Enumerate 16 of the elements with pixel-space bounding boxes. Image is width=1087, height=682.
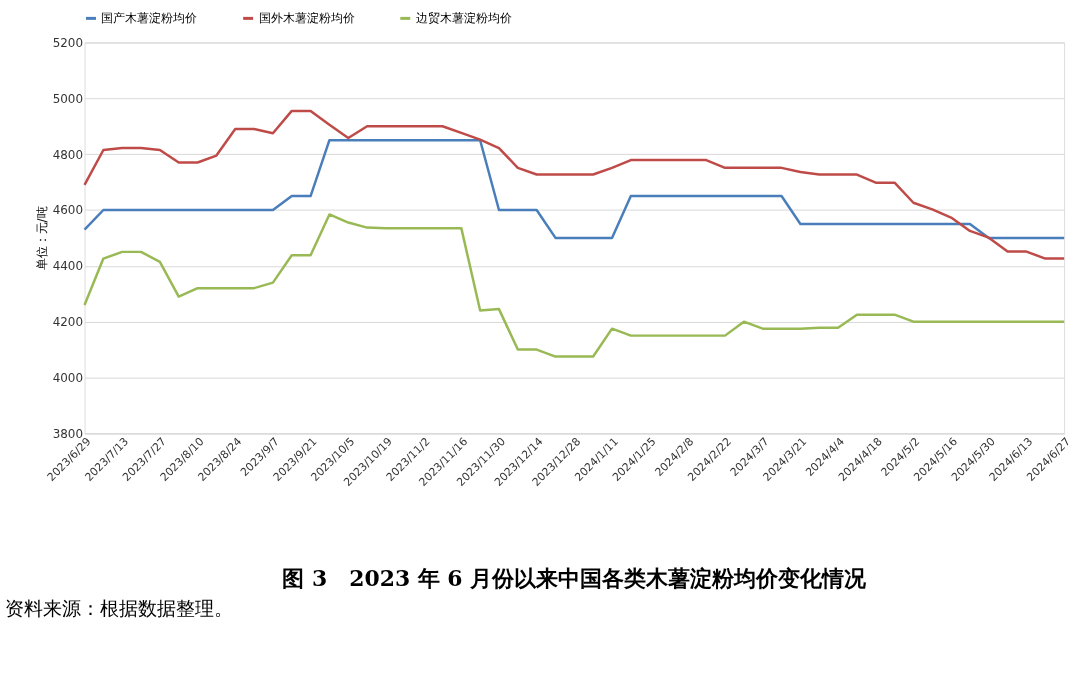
text: 图 3 2023 年 6 月份以来中国各类木薯淀粉均价变化情况 xyxy=(282,565,868,592)
y-tick-label: 4600 xyxy=(52,203,84,218)
legend-label: 国产木薯淀粉均价 xyxy=(101,11,198,26)
y-tick-label: 4400 xyxy=(52,259,84,274)
legend-label: 国外木薯淀粉均价 xyxy=(258,11,355,26)
y-tick-label: 4800 xyxy=(52,147,84,162)
y-tick-label: 4000 xyxy=(52,370,84,385)
line-series xyxy=(83,213,1066,358)
text: 资料来源：根据数据整理。 xyxy=(4,597,233,620)
legend-label: 边贸木薯淀粉均价 xyxy=(415,11,512,26)
y-axis-title: 单位：元/吨 xyxy=(34,206,49,271)
line-series xyxy=(83,138,1066,240)
line-series xyxy=(83,109,1066,260)
y-tick-label: 5000 xyxy=(52,91,84,106)
y-tick-label: 5200 xyxy=(52,35,84,50)
y-tick-label: 4200 xyxy=(52,315,84,330)
